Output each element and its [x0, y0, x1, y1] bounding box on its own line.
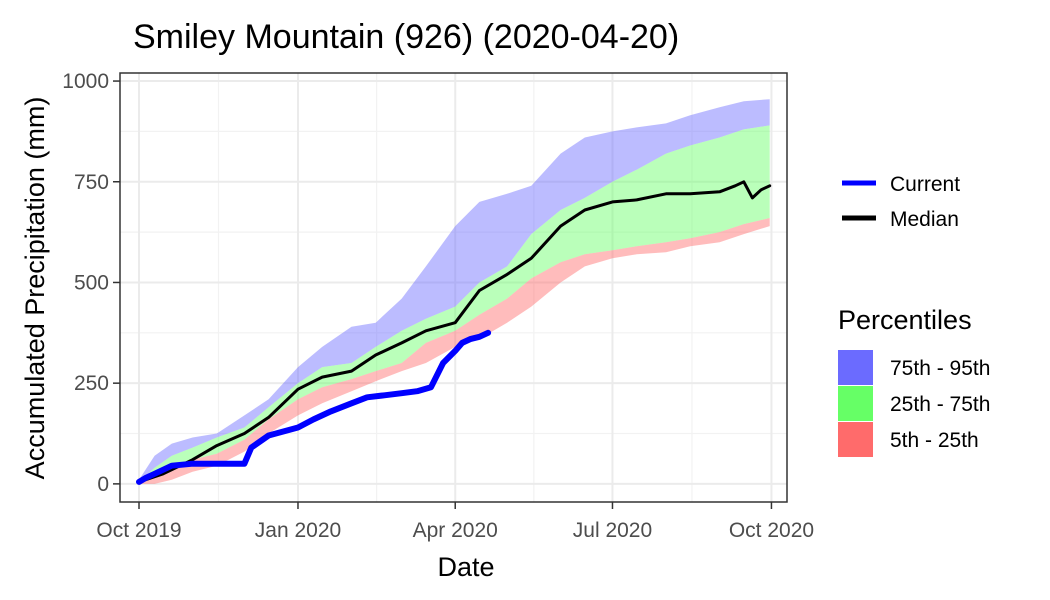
- y-tick-label: 750: [74, 171, 109, 194]
- legend-label-median: Median: [890, 208, 959, 231]
- y-tick-label: 1000: [62, 70, 109, 93]
- x-tick-label: Jan 2020: [255, 519, 341, 542]
- x-tick-label: Oct 2020: [729, 519, 814, 542]
- x-axis: Oct 2019 Jan 2020 Apr 2020 Jul 2020 Oct 2020: [96, 502, 814, 542]
- chart-title: Smiley Mountain (926) (2020-04-20): [133, 18, 679, 56]
- legend-band-label: 75th - 95th: [890, 357, 990, 380]
- legend-swatch: [838, 350, 873, 385]
- x-tick-label: Oct 2019: [96, 519, 181, 542]
- y-tick-label: 500: [74, 271, 109, 294]
- plot-panel: [119, 72, 788, 503]
- x-tick-label: Jul 2020: [573, 519, 652, 542]
- y-axis-title: Accumulated Precipitation (mm): [20, 97, 50, 480]
- y-axis: 0 250 500 750 1000: [62, 70, 120, 496]
- x-tick-label: Apr 2020: [413, 519, 498, 542]
- legend-swatch: [838, 386, 873, 421]
- panel-border: [119, 72, 788, 503]
- legend-swatch: [838, 422, 873, 457]
- panel-background: [120, 73, 787, 502]
- y-tick-label: 0: [97, 473, 109, 496]
- band-25-75: [139, 125, 770, 484]
- median-line: [137, 180, 772, 484]
- band-75-95: [139, 99, 770, 482]
- legend-band-label: 5th - 25th: [890, 429, 979, 452]
- legend: Current Median Percentiles 75th - 95th 25th …: [838, 173, 990, 457]
- current-line: [136, 329, 492, 485]
- legend-label-current: Current: [890, 173, 960, 196]
- x-axis-title: Date: [437, 552, 494, 582]
- y-tick-label: 250: [74, 372, 109, 395]
- legend-percentiles-title: Percentiles: [838, 305, 972, 335]
- legend-band-label: 25th - 75th: [890, 393, 990, 416]
